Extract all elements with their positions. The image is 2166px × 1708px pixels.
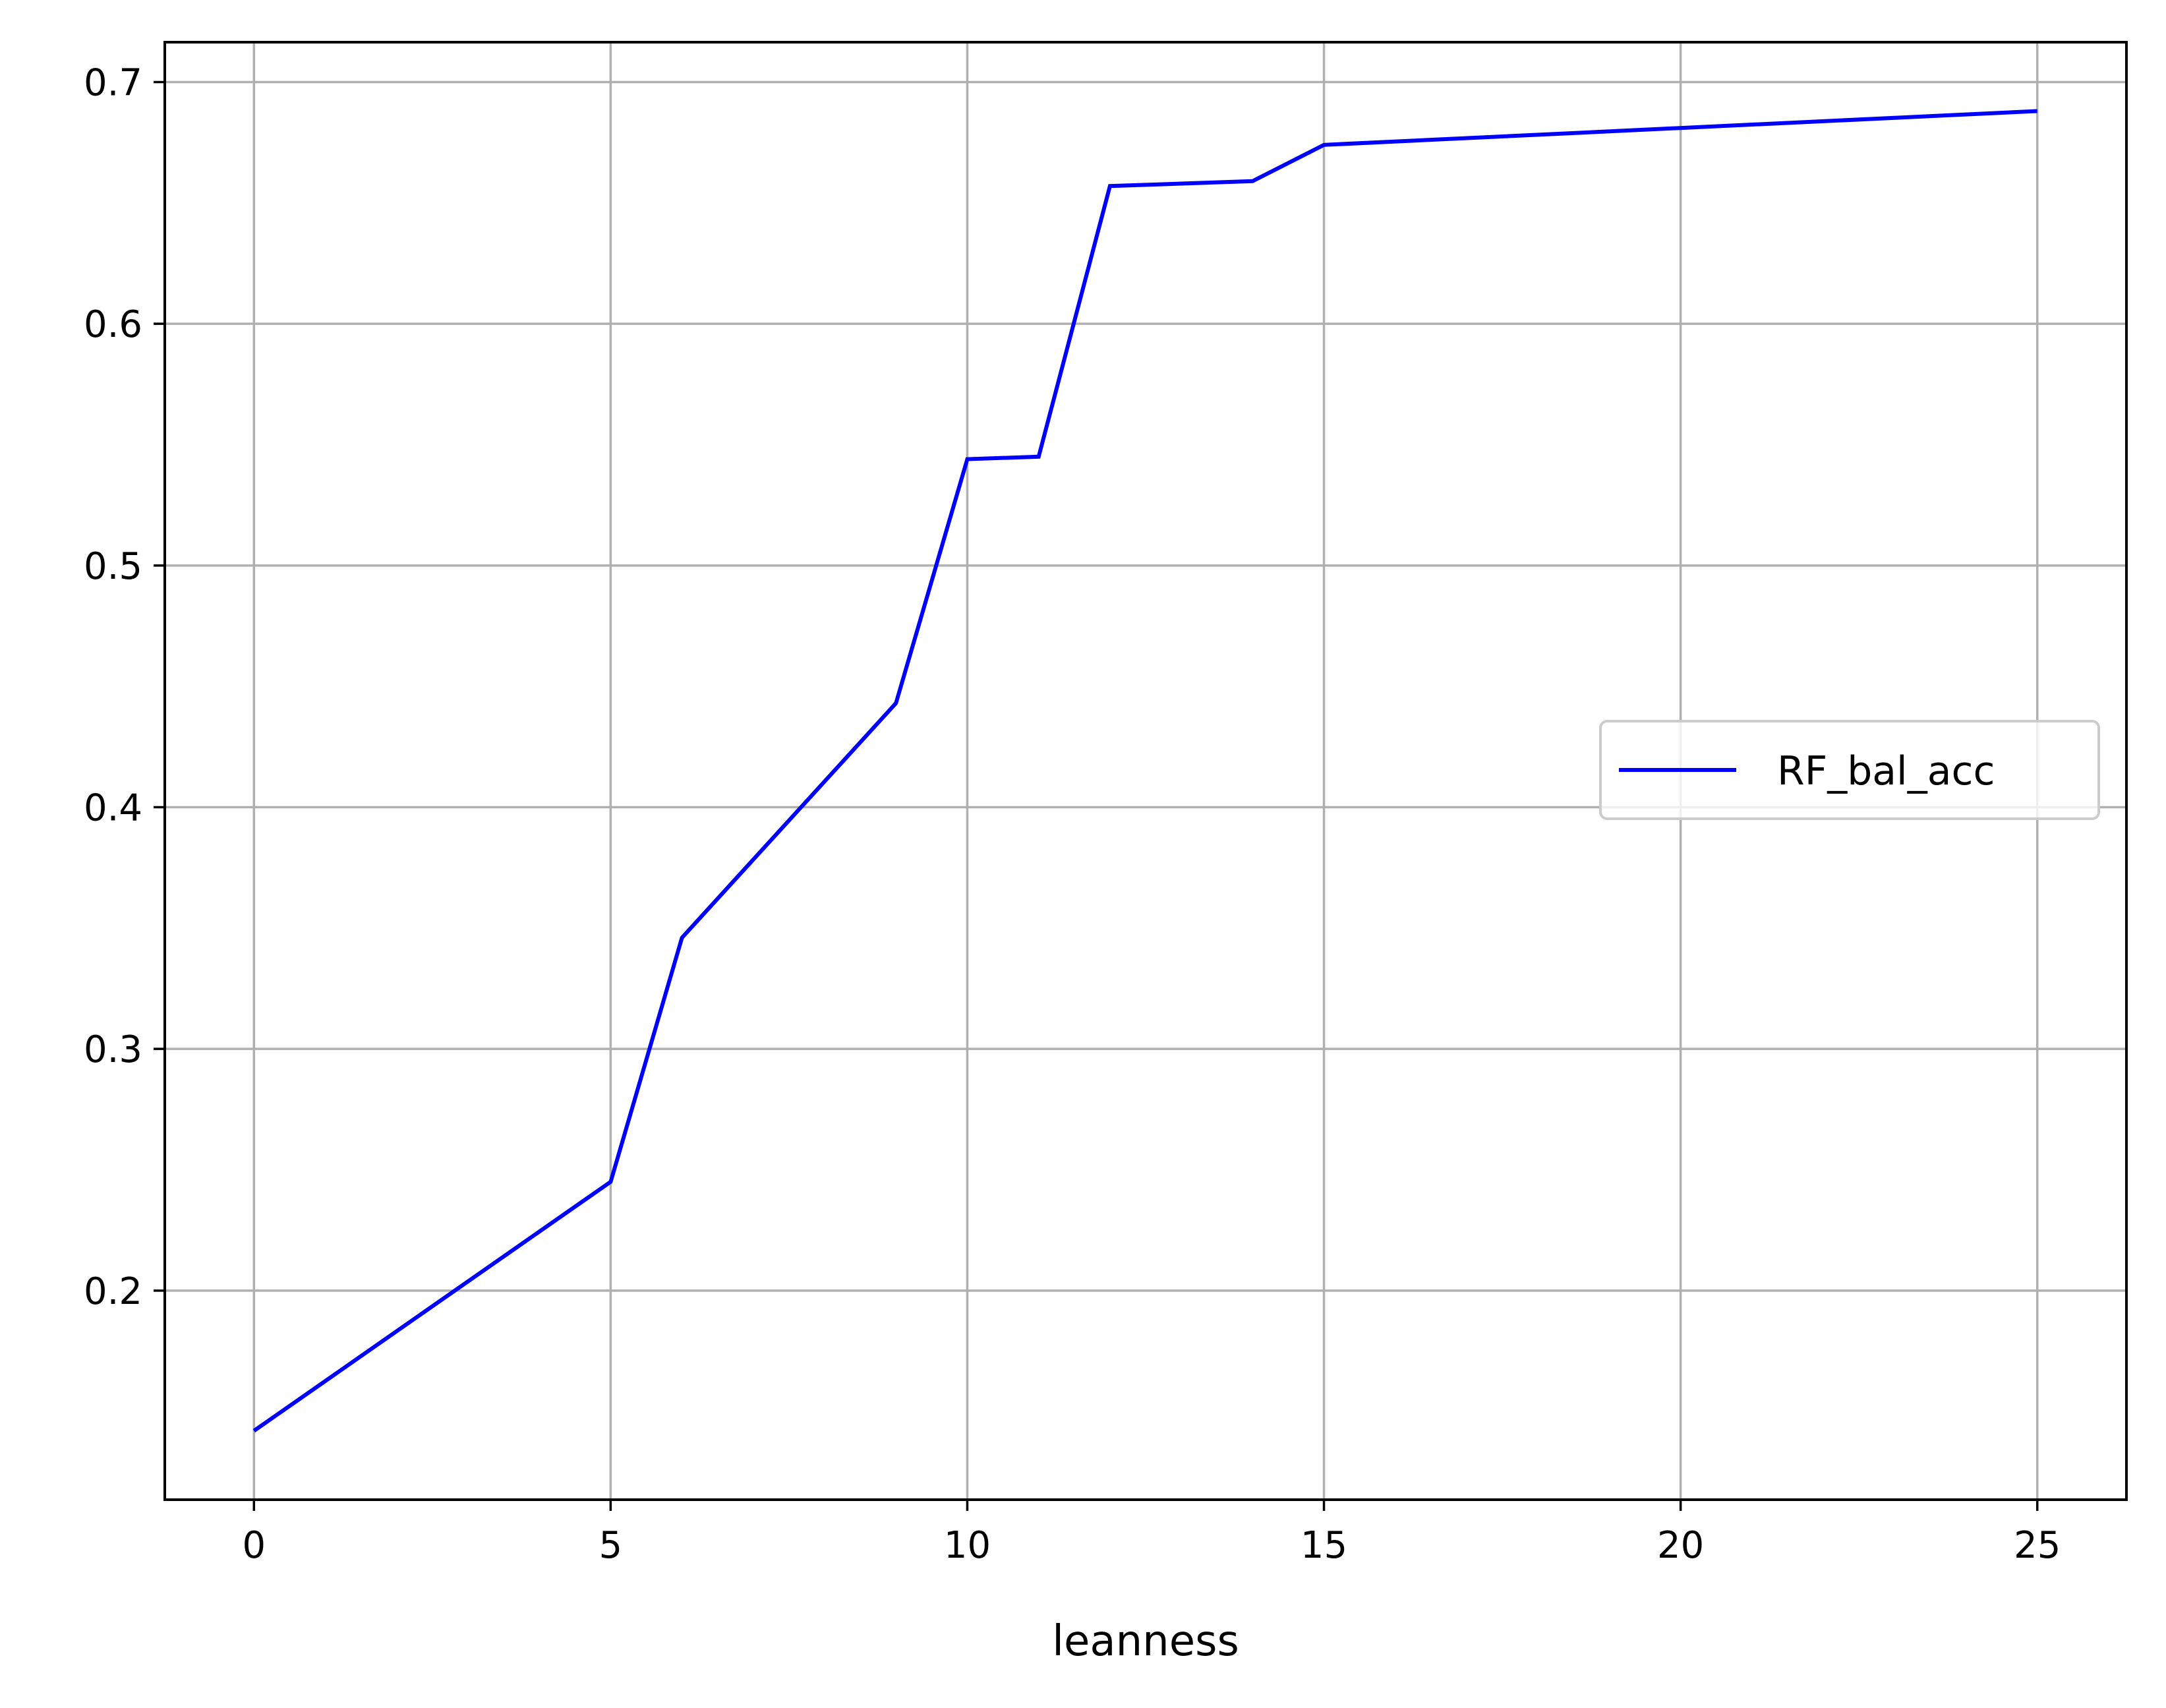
y-tick-label: 0.4 [84,787,142,830]
data-point [680,936,684,940]
x-axis-label: leanness [1052,1617,1239,1666]
data-point [894,701,898,705]
data-point [1108,184,1112,188]
y-tick-label: 0.5 [84,545,142,588]
x-tick-label: 15 [1301,1524,1347,1567]
data-point [1322,143,1326,147]
y-tick-label: 0.2 [84,1270,142,1313]
series-layer [252,109,2039,1433]
x-tick-label: 0 [242,1524,266,1567]
x-tick-label: 25 [2014,1524,2061,1567]
legend: RF_bal_acc [1599,720,2100,820]
y-tick-labels: 0.2 0.3 0.4 0.5 0.6 0.7 [84,62,142,1313]
data-point [1037,455,1041,459]
x-tick-labels: 0 5 10 15 20 25 [242,1524,2061,1567]
data-point [965,457,969,461]
data-point [608,1180,612,1184]
x-tick-label: 20 [1657,1524,1704,1567]
data-point [2035,109,2039,113]
data-point [1250,179,1254,183]
data-point [252,1429,256,1433]
y-tick-label: 0.3 [84,1028,142,1071]
legend-label-rf-bal-acc: RF_bal_acc [1777,748,1995,794]
y-tick-label: 0.7 [84,62,142,105]
x-tick-label: 5 [599,1524,623,1567]
legend-box [1599,720,2100,820]
axes-frame [163,41,2128,1501]
tick-marks [154,80,2039,1511]
y-tick-label: 0.6 [84,303,142,346]
series-line-rf-bal-acc [252,109,2037,1432]
x-tick-label: 10 [944,1524,991,1567]
